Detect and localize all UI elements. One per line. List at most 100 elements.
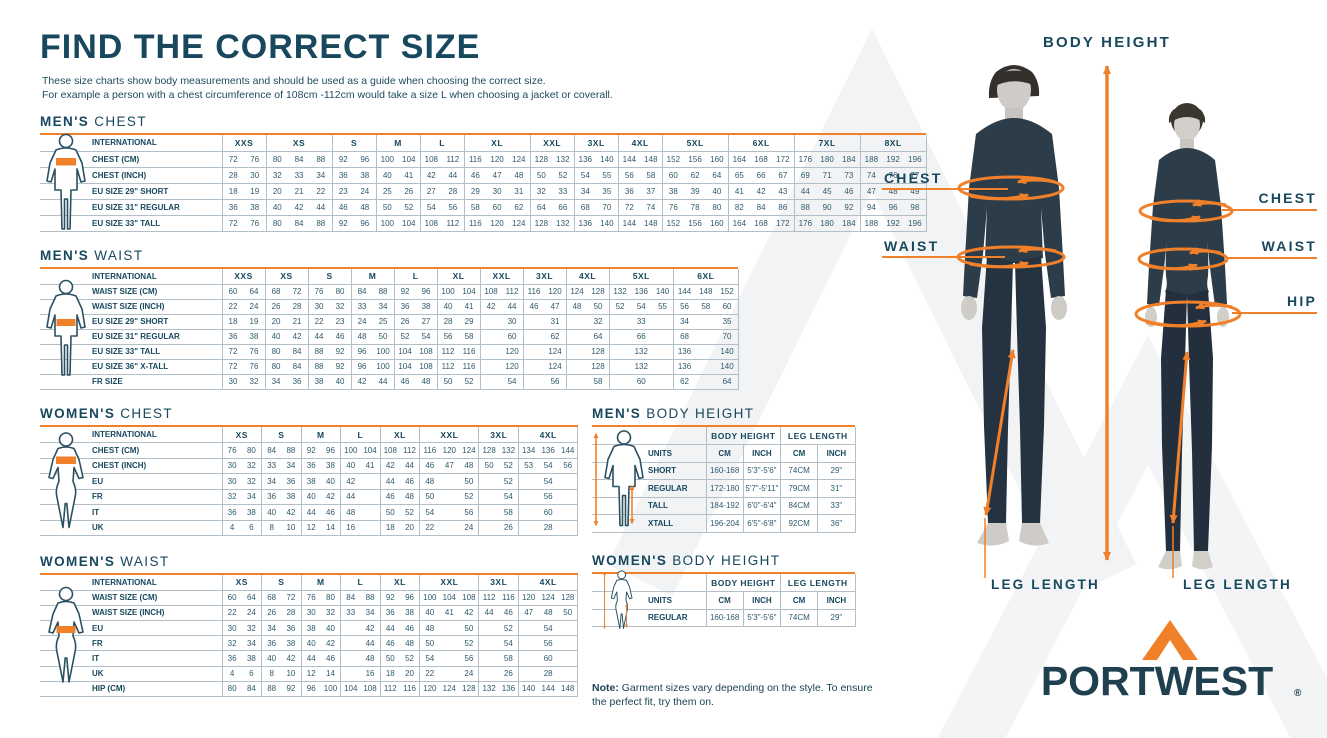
size-value-cell: 100 bbox=[375, 215, 399, 232]
size-value-cell: 60 bbox=[716, 299, 739, 315]
size-value-cell: 22 bbox=[419, 520, 440, 536]
height-value-cell: 31" bbox=[817, 479, 856, 498]
size-value-cell: 88 bbox=[307, 359, 330, 375]
size-value-cell bbox=[439, 473, 460, 490]
size-value-cell: 30 bbox=[486, 183, 509, 200]
size-value-cell: 8 bbox=[261, 520, 282, 536]
size-value-cell: 72 bbox=[221, 151, 244, 168]
size-value-cell: 50 bbox=[419, 489, 440, 505]
size-value-cell: 124 bbox=[508, 215, 531, 232]
size-value-cell: 44 bbox=[372, 374, 395, 390]
size-value-cell: 116 bbox=[522, 284, 545, 300]
orange-rule bbox=[40, 133, 926, 135]
size-value-cell: 73 bbox=[838, 167, 861, 184]
size-value-cell: 40 bbox=[264, 329, 287, 345]
size-value-cell: 172 bbox=[772, 151, 795, 168]
size-value-cell: 41 bbox=[727, 183, 751, 200]
size-value-cell: 42 bbox=[281, 504, 302, 521]
size-value-cell: 44 bbox=[310, 199, 333, 216]
size-value-cell: 96 bbox=[399, 590, 420, 606]
icon-spacer-cell bbox=[40, 374, 90, 390]
size-value-cell: 120 bbox=[486, 215, 509, 232]
size-value-cell: 54 bbox=[419, 504, 440, 521]
measure-group-header: BODY HEIGHT bbox=[705, 427, 781, 445]
size-value-cell: 100 bbox=[372, 359, 395, 375]
size-value-cell: 112 bbox=[442, 151, 465, 168]
size-value-cell: 50 bbox=[529, 167, 553, 184]
size-value-cell: 88 bbox=[281, 442, 302, 459]
size-value-cell: 48 bbox=[538, 605, 559, 622]
size-value-cell: 120 bbox=[486, 151, 509, 168]
size-value-cell: 39 bbox=[684, 183, 707, 200]
size-value-cell: 64 bbox=[716, 374, 739, 390]
height-value-cell: 36" bbox=[817, 514, 856, 533]
size-value-cell bbox=[479, 329, 502, 345]
size-value-cell: 22 bbox=[221, 605, 242, 622]
size-value-cell: 62 bbox=[673, 374, 696, 390]
size-value-cell bbox=[439, 620, 460, 637]
size-value-cell: 128 bbox=[587, 284, 610, 300]
size-value-cell: 96 bbox=[350, 344, 373, 360]
size-group-header: XXS bbox=[221, 135, 267, 152]
size-value-cell: 96 bbox=[350, 359, 373, 375]
size-value-cell: 112 bbox=[442, 215, 465, 232]
womens-waist-table: INTERNATIONAL XS S M L XL XXL 3XL 4XL WAIST SIZE … bbox=[40, 575, 579, 698]
size-value-cell: 52 bbox=[458, 374, 481, 390]
height-value-cell: 184-192 bbox=[705, 497, 744, 515]
size-value-cell: 88 bbox=[307, 344, 330, 360]
size-value-cell: 22 bbox=[310, 183, 333, 200]
unit-header: INCH bbox=[742, 591, 781, 610]
male-waist-icon bbox=[46, 279, 86, 376]
size-value-cell: 26 bbox=[261, 605, 282, 622]
size-value-cell: 88 bbox=[310, 215, 333, 232]
size-value-cell: 120 bbox=[501, 359, 524, 375]
size-value-cell: 30 bbox=[221, 620, 242, 637]
size-value-cell: 40 bbox=[265, 199, 289, 216]
size-value-cell: 76 bbox=[882, 167, 905, 184]
size-value-cell: 108 bbox=[419, 151, 443, 168]
size-value-cell: 148 bbox=[640, 151, 663, 168]
size-value-cell bbox=[522, 329, 545, 345]
size-value-cell bbox=[695, 314, 717, 330]
height-value-cell: 33" bbox=[817, 497, 856, 515]
size-group-header: 4XL bbox=[518, 575, 579, 591]
size-value-cell: 140 bbox=[596, 151, 619, 168]
size-value-cell: 40 bbox=[419, 605, 440, 622]
height-value-cell: 5'3"-5'6" bbox=[742, 462, 781, 480]
size-value-cell: 40 bbox=[329, 374, 352, 390]
size-value-cell: 92 bbox=[331, 151, 355, 168]
size-value-cell: 104 bbox=[398, 215, 421, 232]
waist-left-label: WAIST bbox=[884, 238, 940, 254]
size-value-cell: 30 bbox=[221, 374, 244, 390]
size-value-cell bbox=[565, 314, 588, 330]
note-label: Note: bbox=[592, 682, 619, 694]
row-label: CHEST (INCH) bbox=[90, 167, 222, 184]
size-value-cell: 168 bbox=[750, 215, 773, 232]
size-value-cell: 54 bbox=[630, 299, 653, 315]
size-value-cell: 80 bbox=[329, 284, 352, 300]
mens-waist-section: MEN'S WAIST INTERNATIONAL XXS XS S M L XL XXL 3XL… bbox=[40, 248, 739, 390]
size-value-cell: 136 bbox=[673, 344, 696, 360]
size-value-cell: 132 bbox=[552, 151, 575, 168]
size-value-cell: 46 bbox=[329, 329, 352, 345]
size-value-cell bbox=[439, 489, 460, 505]
size-value-cell: 124 bbox=[508, 151, 531, 168]
row-label: IT bbox=[90, 504, 222, 521]
size-value-cell: 46 bbox=[320, 650, 341, 667]
size-value-cell: 42 bbox=[459, 605, 479, 622]
size-value-cell: 55 bbox=[652, 299, 674, 315]
size-value-cell: 34 bbox=[310, 167, 333, 184]
size-group-header: 3XL bbox=[478, 427, 519, 443]
size-value-cell: 62 bbox=[684, 167, 707, 184]
size-group-header: 3XL bbox=[522, 269, 567, 285]
row-label: UK bbox=[90, 666, 222, 682]
unit-header: CM bbox=[780, 591, 818, 610]
size-value-cell: 56 bbox=[518, 489, 579, 505]
row-label: EU SIZE 29" SHORT bbox=[90, 314, 222, 330]
row-label: FR bbox=[90, 635, 222, 652]
size-group-header: 8XL bbox=[859, 135, 927, 152]
size-value-cell: 58 bbox=[498, 650, 519, 667]
size-value-cell bbox=[439, 635, 460, 652]
size-value-cell: 76 bbox=[221, 442, 242, 459]
row-label: CHEST (CM) bbox=[90, 442, 222, 459]
